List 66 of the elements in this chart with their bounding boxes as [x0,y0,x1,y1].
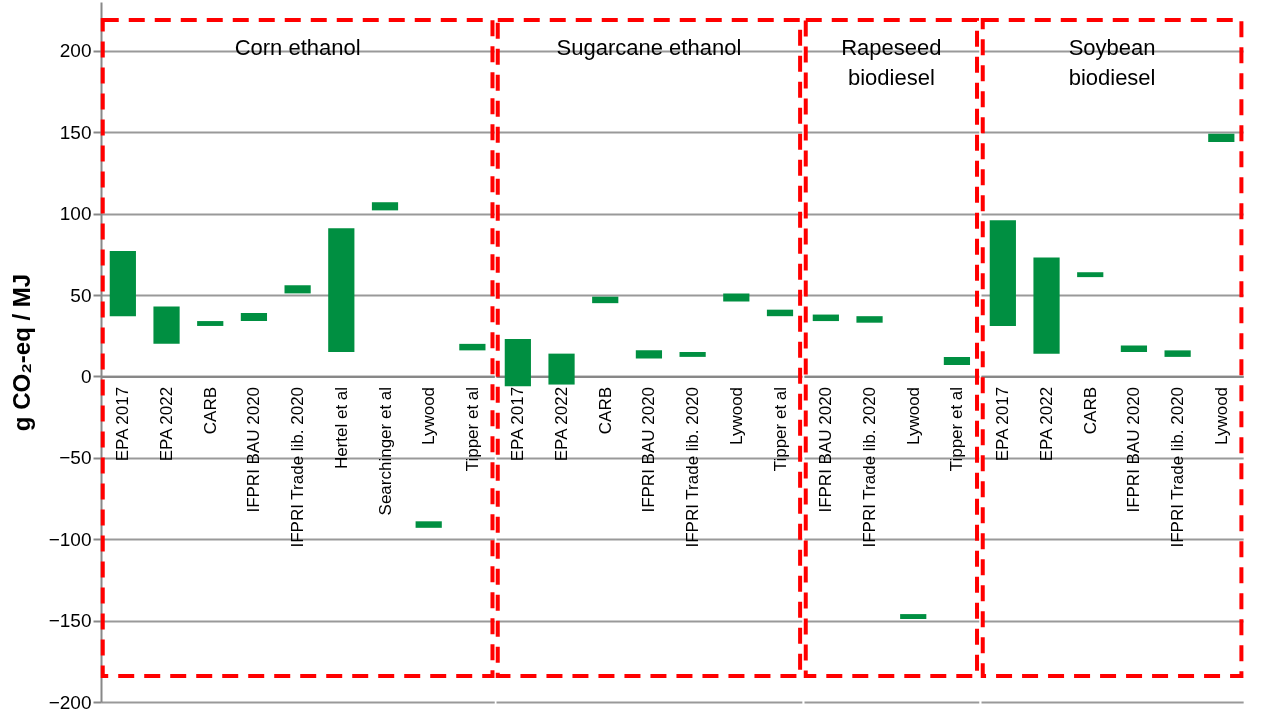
y-axis-title: g CO₂-eq / MJ [7,273,35,432]
x-tick-label: Hertel et al [331,386,351,470]
y-tick-label: −200 [48,691,92,713]
bar [240,312,268,322]
x-tick-label: Lywood [419,386,439,445]
y-tick-label: −50 [59,447,92,469]
bar [723,293,750,302]
x-tick-label: Tipper et al [947,386,967,472]
x-tick-label: EPA 2017 [993,386,1013,462]
x-tick-label: EPA 2017 [113,386,133,462]
bar [635,350,663,359]
bar [943,356,971,366]
bar [592,296,619,304]
x-tick-label: IFPRI Trade lib. 2020 [860,386,880,548]
x-tick-label: Searchinger et al [375,386,395,516]
bar [1208,133,1235,142]
y-tick-label: 100 [59,203,92,225]
bar [1164,350,1191,357]
bar [1120,345,1148,352]
bar [415,521,442,528]
bar [900,614,927,619]
bar [679,352,706,357]
x-tick-label: Tipper et al [770,386,790,472]
bar [459,343,486,351]
x-tick-label: IFPRI Trade lib. 2020 [683,386,703,548]
bar [989,220,1016,326]
bar [766,309,794,317]
x-tick-label: EPA 2022 [552,386,572,462]
bar [284,285,311,294]
bar [1033,257,1060,354]
x-tick-label: CARB [1080,386,1100,435]
bar [548,353,575,385]
y-tick-label: 0 [80,365,92,387]
bar [371,202,399,211]
bar [856,316,883,323]
x-tick-label: CARB [595,386,615,435]
bar [812,314,839,322]
text: Rapeseed biodiesel [841,35,942,90]
x-tick-label: IFPRI Trade lib. 2020 [288,386,308,548]
x-tick-label: EPA 2022 [1037,386,1057,462]
x-tick-label: EPA 2017 [508,386,528,462]
text: Sugarcane ethanol [556,35,742,60]
bar [328,228,355,352]
y-tick-label: 150 [59,121,92,143]
x-tick-label: IFPRI BAU 2020 [244,386,264,513]
y-tick-label: 50 [70,284,92,306]
x-tick-label: CARB [200,386,220,435]
x-tick-label: IFPRI BAU 2020 [816,386,836,513]
x-tick-label: IFPRI Trade lib. 2020 [1168,386,1188,548]
x-tick-label: IFPRI BAU 2020 [1124,386,1144,513]
y-tick-label: −100 [48,528,92,550]
y-tick-label: 200 [59,40,92,62]
bar [197,321,224,326]
bar [109,251,136,317]
bar [153,306,180,344]
x-tick-label: Lywood [726,386,746,445]
text: Soybean biodiesel [1068,35,1156,90]
bar [1077,272,1104,278]
text: Corn ethanol [234,35,361,60]
x-tick-label: Tipper et al [462,386,482,472]
x-tick-label: Lywood [903,386,923,445]
bar [504,338,531,387]
x-tick-label: EPA 2022 [157,386,177,462]
x-tick-label: Lywood [1211,386,1231,445]
y-tick-label: −150 [48,610,92,632]
x-tick-label: IFPRI BAU 2020 [639,386,659,513]
